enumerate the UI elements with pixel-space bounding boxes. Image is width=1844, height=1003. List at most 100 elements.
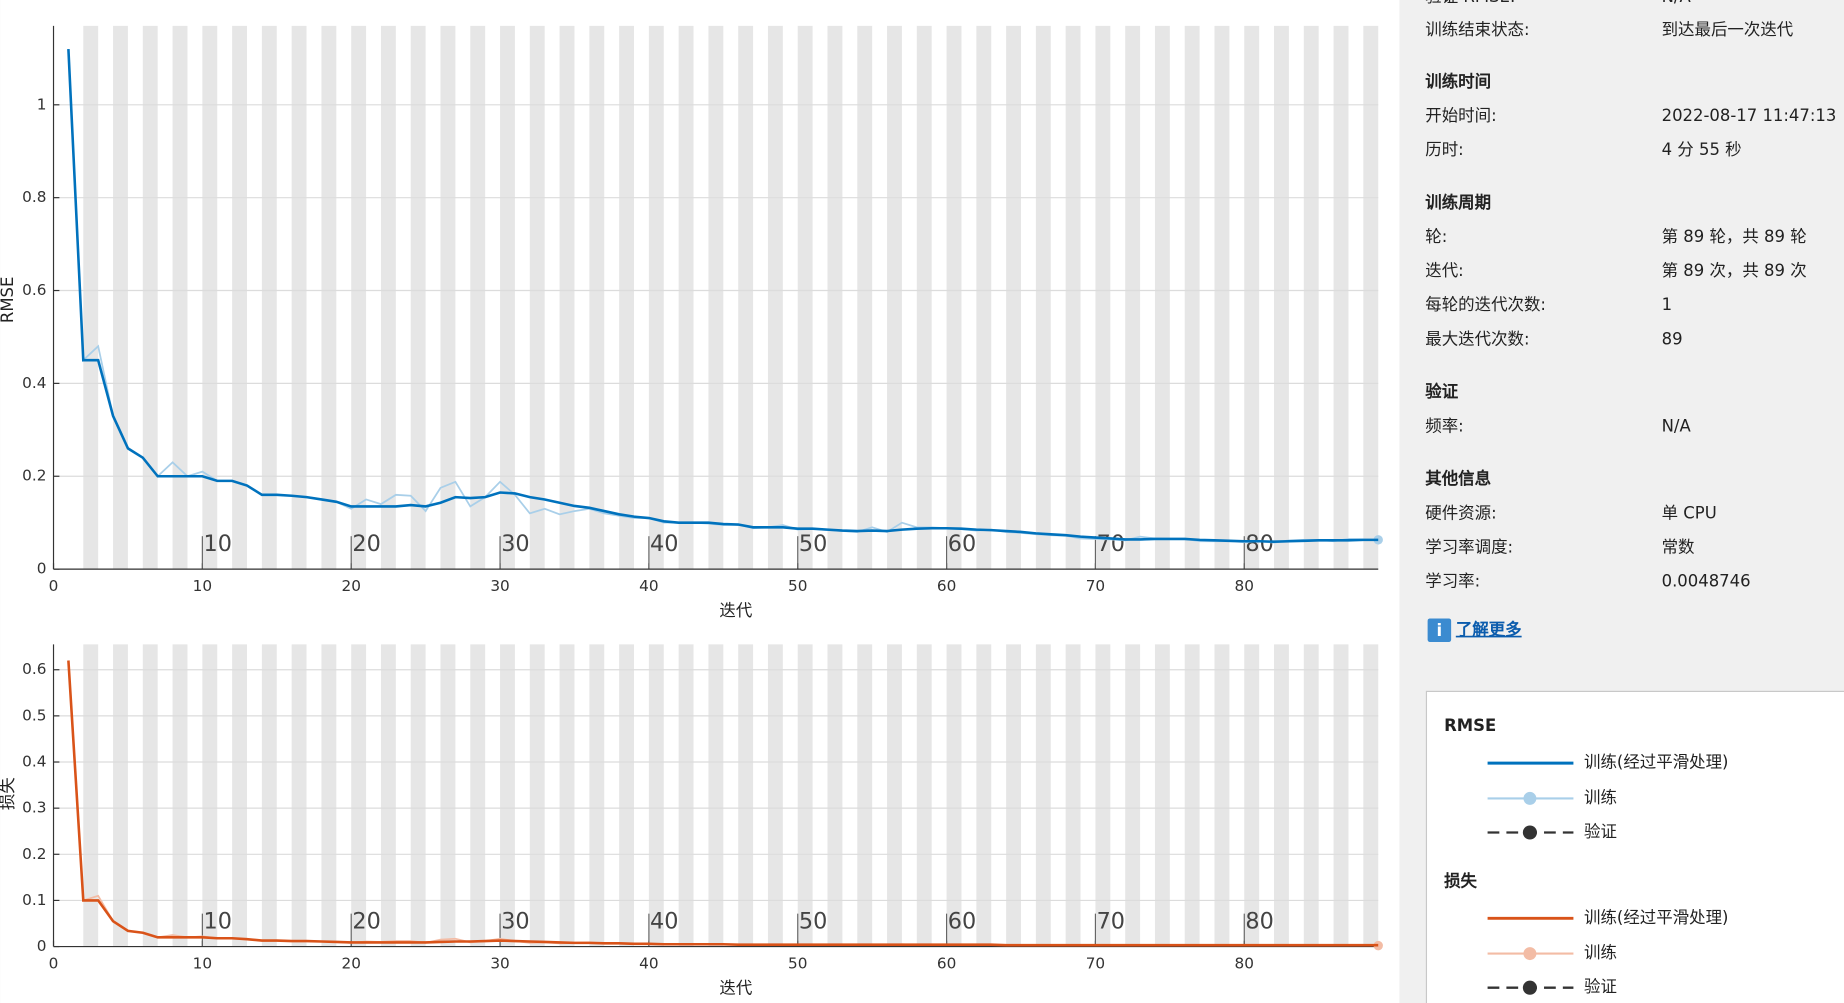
legend-label: 训练 <box>1584 943 1617 962</box>
epoch-band <box>946 25 962 570</box>
epoch-band <box>946 644 962 947</box>
epoch-band <box>1006 25 1022 570</box>
epoch-band <box>648 644 664 947</box>
legend-box <box>1425 690 1844 1003</box>
epoch-band <box>83 644 99 947</box>
info-icon-glyph: i <box>1437 621 1443 640</box>
epoch-band <box>589 644 605 947</box>
epoch-band <box>619 644 635 947</box>
epoch-band <box>500 644 515 947</box>
info-label: 历时: <box>1425 140 1463 159</box>
epoch-band <box>767 25 783 570</box>
x-tick-label: 50 <box>788 955 807 973</box>
epoch-band <box>261 25 277 570</box>
epoch-band <box>529 25 545 570</box>
y-tick-label: 0.4 <box>22 374 46 392</box>
epoch-band <box>291 25 307 570</box>
epoch-label: 10 <box>204 908 232 934</box>
epoch-band <box>1184 644 1200 947</box>
section-title: 训练周期 <box>1425 193 1491 212</box>
epoch-band <box>1065 644 1081 947</box>
epoch-band <box>202 644 218 947</box>
epoch-band <box>113 25 128 570</box>
epoch-band <box>351 644 367 947</box>
info-label: 迭代: <box>1425 261 1463 280</box>
x-tick-label: 20 <box>341 955 360 973</box>
epoch-band <box>1214 644 1230 947</box>
epoch-band <box>916 25 932 570</box>
epoch-band <box>559 644 575 947</box>
epoch-band <box>827 25 843 570</box>
y-tick-label: 0.1 <box>22 891 46 909</box>
epoch-band <box>1274 25 1289 570</box>
epoch-band <box>857 25 873 570</box>
epoch-band <box>1154 644 1170 947</box>
info-label: 训练结束状态: <box>1425 20 1529 39</box>
series-line <box>67 49 1379 544</box>
epoch-band <box>1006 644 1022 947</box>
epoch-band <box>648 25 664 570</box>
legend-label: 验证 <box>1584 977 1617 996</box>
x-tick-label: 40 <box>639 577 658 595</box>
epoch-label: 30 <box>501 908 529 934</box>
epoch-label: 40 <box>650 908 678 934</box>
info-value: 89 <box>1662 329 1683 348</box>
x-tick-label: 30 <box>490 955 509 973</box>
epoch-band <box>619 25 635 570</box>
epoch-band <box>321 644 337 947</box>
epoch-band <box>142 644 158 947</box>
section-title: 其他信息 <box>1425 469 1491 488</box>
info-icon <box>1427 618 1452 643</box>
epoch-band <box>1035 644 1051 947</box>
epoch-band <box>887 25 902 570</box>
epoch-band <box>1065 25 1081 570</box>
epoch-band <box>589 25 605 570</box>
epoch-label: 80 <box>1245 908 1273 934</box>
epoch-band <box>1303 644 1319 947</box>
epoch-band <box>1095 25 1111 570</box>
epoch-band <box>976 644 992 947</box>
info-label: 验证 RMSE: <box>1425 0 1515 6</box>
x-tick-label: 70 <box>1086 577 1105 595</box>
y-tick-label: 0.5 <box>22 706 46 724</box>
y-tick-label: 1 <box>37 95 47 113</box>
info-value: 第 89 轮，共 89 轮 <box>1662 227 1807 246</box>
info-label: 硬件资源: <box>1425 503 1496 522</box>
epoch-band <box>1244 644 1260 947</box>
info-value: 常数 <box>1662 537 1695 556</box>
x-tick-label: 10 <box>193 577 212 595</box>
epoch-band <box>857 644 873 947</box>
x-axis-label: 迭代 <box>719 978 752 997</box>
epoch-band <box>887 644 902 947</box>
epoch-label: 50 <box>799 908 827 934</box>
legend-marker <box>1523 947 1537 961</box>
y-tick-label: 0.2 <box>22 845 46 863</box>
epoch-band <box>827 644 843 947</box>
y-tick-label: 0.4 <box>22 753 46 771</box>
y-axis-label: 损失 <box>0 777 17 810</box>
epoch-band <box>1125 644 1141 947</box>
epoch-band <box>351 25 367 570</box>
legend-title: 损失 <box>1444 871 1477 890</box>
info-label: 开始时间: <box>1425 106 1496 125</box>
info-value: 0.0048746 <box>1662 572 1751 591</box>
info-label: 频率: <box>1425 416 1463 435</box>
info-label: 每轮的迭代次数: <box>1425 295 1546 314</box>
x-tick-label: 20 <box>341 577 360 595</box>
info-value: 4 分 55 秒 <box>1662 140 1742 159</box>
epoch-band <box>440 644 456 947</box>
learn-more-link[interactable]: 了解更多 <box>1456 620 1522 639</box>
epoch-band <box>232 25 248 570</box>
epoch-band <box>232 644 248 947</box>
epoch-label: 50 <box>799 531 827 557</box>
legend-label: 训练(经过平滑处理) <box>1584 753 1728 772</box>
legend-marker <box>1522 980 1537 995</box>
epoch-label: 60 <box>948 531 976 557</box>
epoch-band <box>1274 644 1289 947</box>
epoch-label: 70 <box>1097 908 1125 934</box>
y-axis-label: RMSE <box>0 277 17 323</box>
epoch-band <box>470 644 486 947</box>
x-tick-label: 60 <box>937 955 956 973</box>
info-label: 最大迭代次数: <box>1425 329 1529 348</box>
